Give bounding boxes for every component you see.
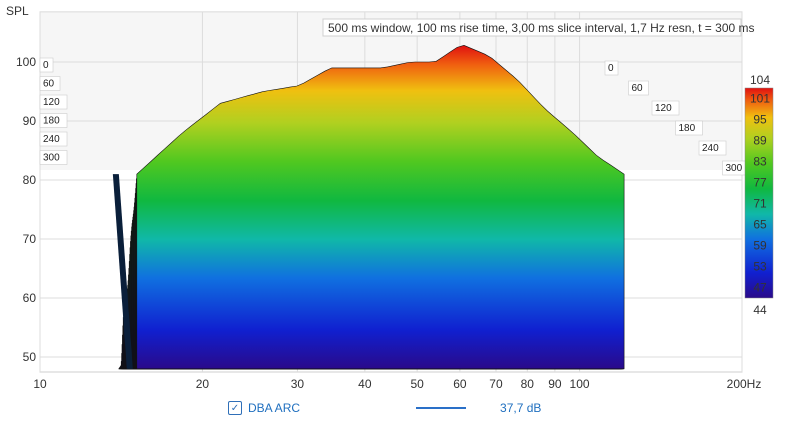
time-tick-label-right: 240 — [702, 143, 719, 154]
time-tick-box — [39, 150, 68, 165]
time-tick-label-left: 120 — [43, 97, 60, 108]
colorbar-tick-label: 77 — [753, 176, 767, 190]
time-tick-label-right: 300 — [726, 163, 743, 174]
title-box — [322, 18, 742, 37]
colorbar-tick-label: 89 — [753, 134, 767, 148]
colorbar-tick-label: 101 — [750, 92, 770, 106]
time-tick-box — [39, 57, 54, 73]
x-ticks: 10 20 30 40 50 60 70 80 90 100 200Hz — [33, 377, 761, 391]
time-tick-box — [604, 60, 619, 76]
colorbar-tick-label: 53 — [753, 260, 767, 274]
x-tick-label: 10 — [33, 377, 47, 391]
y-tick-label: 90 — [23, 114, 37, 128]
x-tick-label: 40 — [358, 377, 372, 391]
x-tick-label: 30 — [291, 377, 305, 391]
x-tick-label: 90 — [548, 377, 562, 391]
colorbar-tick-label: 71 — [753, 197, 767, 211]
time-tick-box — [675, 120, 703, 136]
time-tick-label-left: 300 — [43, 153, 60, 164]
y-axis-label: SPL — [6, 4, 29, 18]
slice-surface — [136, 44, 625, 370]
time-tick-label-right: 120 — [655, 103, 672, 114]
colorbar-tick-label: 65 — [753, 218, 767, 232]
time-tick-label-left: 240 — [43, 134, 60, 145]
surface-left-edge — [112, 174, 133, 369]
time-tick-label-right: 60 — [632, 83, 644, 94]
x-tick-label: 50 — [410, 377, 424, 391]
x-tick-label: 200Hz — [727, 377, 762, 391]
y-tick-label: 80 — [23, 173, 37, 187]
legend-series-name: DBA ARC — [248, 401, 301, 415]
legend-value: 37,7 dB — [500, 401, 542, 415]
time-tick-box — [39, 113, 68, 128]
colorbar — [744, 87, 774, 299]
colorbar-tick-label: 95 — [753, 113, 767, 127]
series-checkbox[interactable]: ✓ — [228, 401, 242, 415]
time-tick-label-left: 0 — [43, 60, 49, 71]
colorbar-tick-label: 44 — [753, 303, 767, 317]
time-tick-box — [698, 140, 727, 156]
y-ticks: 100 90 80 70 60 50 — [16, 55, 36, 364]
time-ticks-left: 0 60 120 180 240 300 — [39, 57, 68, 165]
chart-title: 500 ms window, 100 ms rise time, 3,00 ms… — [328, 21, 755, 35]
time-tick-box — [39, 94, 68, 110]
time-tick-label-right: 180 — [679, 123, 696, 134]
colorbar-tick-label: 104 — [750, 73, 770, 87]
y-tick-label: 100 — [16, 55, 36, 69]
waterfall-slice — [136, 44, 625, 370]
legend-row: ✓ DBA ARC 37,7 dB — [228, 399, 541, 417]
x-tick-label: 80 — [521, 377, 535, 391]
time-tick-box — [651, 100, 680, 116]
time-ticks-right: 0 60 120 180 240 300 — [604, 60, 750, 176]
x-tick-label: 70 — [489, 377, 503, 391]
time-tick-box — [39, 76, 61, 91]
x-tick-label: 100 — [570, 377, 590, 391]
colorbar-tick-label: 47 — [753, 281, 767, 295]
time-tick-box — [39, 131, 68, 147]
colorbar-ticks: 104 101 95 89 83 77 71 65 59 53 47 44 — [750, 73, 770, 317]
colorbar-tick-label: 59 — [753, 239, 767, 253]
x-tick-label: 20 — [196, 377, 210, 391]
y-tick-label: 60 — [23, 291, 37, 305]
waterfall-surfaces — [112, 44, 625, 370]
y-tick-label: 70 — [23, 232, 37, 246]
time-tick-label-left: 180 — [43, 116, 60, 127]
time-tick-label-right: 0 — [608, 63, 614, 74]
time-tick-box — [628, 80, 649, 96]
legend-series-line — [416, 407, 467, 409]
colorbar-tick-label: 83 — [753, 155, 767, 169]
x-tick-label: 60 — [453, 377, 467, 391]
time-tick-label-left: 60 — [43, 79, 55, 90]
y-tick-label: 50 — [23, 350, 37, 364]
